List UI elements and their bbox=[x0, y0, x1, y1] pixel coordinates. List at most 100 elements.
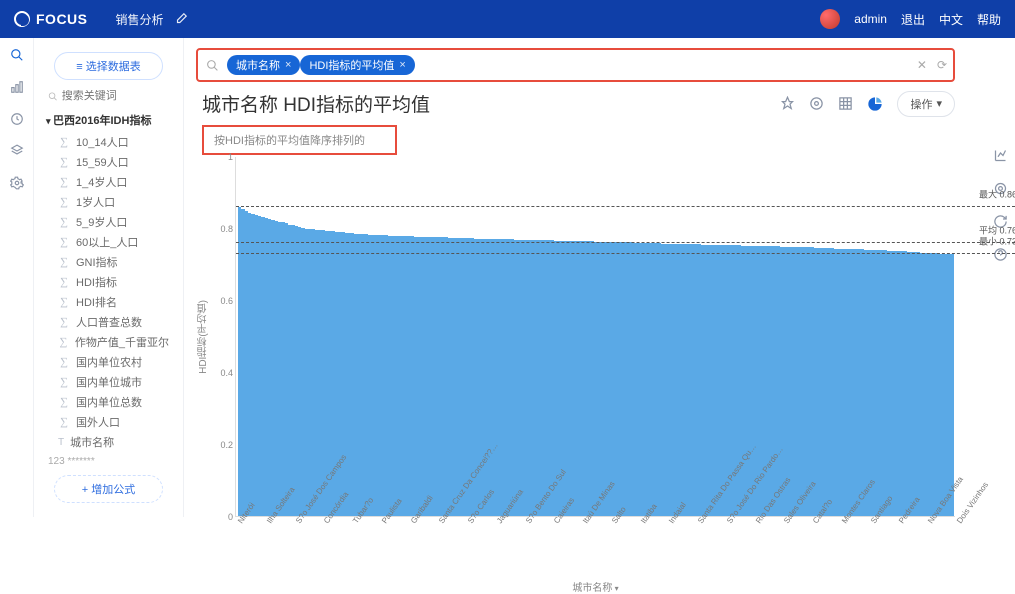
rail-layers-icon[interactable] bbox=[10, 144, 24, 158]
field-label: 15_59人口 bbox=[76, 154, 129, 170]
y-tick: 1 bbox=[228, 152, 233, 162]
sort-description: 按HDI指标的平均值降序排列的 bbox=[202, 125, 397, 155]
avatar[interactable] bbox=[820, 9, 840, 29]
numeric-field-icon: ∑ bbox=[58, 196, 70, 208]
query-clear-icon[interactable]: ✕ bbox=[917, 58, 927, 72]
field-label: 城市名称 bbox=[70, 434, 114, 450]
text-field-icon: T bbox=[58, 437, 64, 448]
numeric-field-icon: ∑ bbox=[58, 216, 70, 228]
field-label: 1岁人口 bbox=[76, 194, 115, 210]
x-tick-label: Dois Vizinhos bbox=[955, 480, 990, 525]
axis-tool-icon[interactable] bbox=[993, 148, 1008, 163]
lang-link[interactable]: 中文 bbox=[939, 11, 963, 28]
brand-text: FOCUS bbox=[36, 11, 88, 27]
brand-logo[interactable]: FOCUS bbox=[14, 11, 88, 27]
numeric-field-icon: ∑ bbox=[58, 296, 70, 308]
reference-line bbox=[236, 206, 1015, 207]
dataset-name[interactable]: 巴西2016年IDH指标 bbox=[38, 112, 179, 128]
rail-settings-icon[interactable] bbox=[10, 176, 24, 190]
field-item[interactable]: ∑ 国内单位总数 bbox=[44, 392, 173, 412]
query-chip[interactable]: HDI指标的平均值× bbox=[300, 55, 414, 75]
y-axis: 00.20.40.60.81 bbox=[213, 157, 235, 517]
field-item[interactable]: ∑ 国内单位城市 bbox=[44, 372, 173, 392]
field-item[interactable]: ∑60以上_人口 bbox=[44, 232, 173, 252]
numeric-field-icon: ∑ bbox=[58, 316, 70, 328]
field-label: HDI指标 bbox=[76, 274, 117, 290]
field-label: 1_4岁人口 bbox=[76, 174, 127, 190]
reference-line bbox=[236, 253, 1015, 254]
sidebar-search[interactable] bbox=[48, 90, 169, 102]
operate-button[interactable]: 操作 ▾ bbox=[897, 91, 955, 117]
numeric-field-icon: ∑ bbox=[58, 376, 70, 388]
field-label: 10_14人口 bbox=[76, 134, 129, 150]
field-label: 国内单位城市 bbox=[76, 374, 142, 390]
help-link[interactable]: 帮助 bbox=[977, 11, 1001, 28]
pin-icon[interactable] bbox=[780, 96, 795, 111]
field-item[interactable]: ∑ GNI指标 bbox=[44, 252, 173, 272]
select-dataset-button[interactable]: ≡ 选择数据表 bbox=[54, 52, 163, 80]
page-title: 销售分析 bbox=[116, 11, 164, 28]
field-label: 人口普查总数 bbox=[76, 314, 142, 330]
config-icon[interactable] bbox=[809, 96, 824, 111]
field-item[interactable]: T 城市名称 bbox=[44, 432, 173, 452]
field-item[interactable]: ∑ 1岁人口 bbox=[44, 192, 173, 212]
numeric-field-icon: ∑ bbox=[58, 356, 70, 368]
help-tool-icon[interactable] bbox=[993, 247, 1008, 262]
rail-chart-icon[interactable] bbox=[10, 80, 24, 94]
query-refresh-icon[interactable]: ⟳ bbox=[937, 58, 947, 72]
field-item[interactable]: ∑ 10_14人口 bbox=[44, 132, 173, 152]
query-search-icon bbox=[206, 59, 219, 72]
left-icon-rail bbox=[0, 38, 34, 517]
y-tick: 0.2 bbox=[220, 440, 233, 450]
logout-link[interactable]: 退出 bbox=[901, 11, 925, 28]
numeric-field-icon: ∑ bbox=[58, 396, 70, 408]
field-item[interactable]: ∑ 国内单位农村 bbox=[44, 352, 173, 372]
chip-remove-icon[interactable]: × bbox=[399, 59, 405, 71]
field-label: 国内单位总数 bbox=[76, 394, 142, 410]
chart-title-row: 城市名称 HDI指标的平均值 操作 ▾ bbox=[184, 86, 985, 119]
chart-title: 城市名称 HDI指标的平均值 bbox=[202, 90, 430, 117]
numeric-field-icon: ∑ bbox=[58, 136, 70, 148]
field-item[interactable]: ∑HDI指标 bbox=[44, 272, 173, 292]
username[interactable]: admin bbox=[854, 12, 887, 26]
field-tree: ∑10_14人口∑15_59人口∑1_4岁人口∑1岁人口∑5_9岁人口∑60以上… bbox=[38, 132, 179, 454]
pie-view-icon[interactable] bbox=[867, 96, 883, 112]
rail-search-icon[interactable] bbox=[10, 48, 24, 62]
numeric-field-icon: ∑ bbox=[58, 416, 70, 428]
header-right: admin 退出 中文 帮助 bbox=[820, 9, 1001, 29]
chart-plot: NiteróiIlha SolteiraS?o José Dos CamposC… bbox=[235, 157, 955, 517]
bar[interactable] bbox=[950, 254, 953, 516]
query-bar[interactable]: 城市名称×HDI指标的平均值× ✕ ⟳ bbox=[196, 48, 955, 82]
field-item[interactable]: ∑5_9岁人口 bbox=[44, 212, 173, 232]
sidebar-search-input[interactable] bbox=[62, 90, 169, 102]
y-tick: 0.4 bbox=[220, 368, 233, 378]
field-item[interactable]: ∑ 国外人口 bbox=[44, 412, 173, 432]
chip-remove-icon[interactable]: × bbox=[285, 59, 291, 71]
app-header: FOCUS 销售分析 admin 退出 中文 帮助 bbox=[0, 0, 1015, 38]
field-item[interactable]: ∑HDI排名 bbox=[44, 292, 173, 312]
table-view-icon[interactable] bbox=[838, 96, 853, 111]
field-item[interactable]: ∑作物产值_千雷亚尔 bbox=[44, 332, 173, 352]
numeric-field-icon: ∑ bbox=[58, 156, 70, 168]
y-tick: 0.6 bbox=[220, 296, 233, 306]
field-label: 国外人口 bbox=[76, 414, 120, 430]
rail-history-icon[interactable] bbox=[10, 112, 24, 126]
add-formula-button[interactable]: + 增加公式 bbox=[54, 475, 163, 503]
field-item[interactable]: ∑ 15_59人口 bbox=[44, 152, 173, 172]
x-axis-label: 城市名称 bbox=[572, 579, 618, 594]
y-tick: 0.8 bbox=[220, 224, 233, 234]
query-chip[interactable]: 城市名称× bbox=[227, 55, 300, 75]
field-label: 60以上_人口 bbox=[76, 234, 138, 250]
reference-label: 最小 0.73 bbox=[979, 234, 1015, 247]
field-item[interactable]: ∑ 人口普查总数 bbox=[44, 312, 173, 332]
logo-mark-icon bbox=[14, 11, 30, 27]
field-item[interactable]: ∑1_4岁人口 bbox=[44, 172, 173, 192]
edit-icon[interactable] bbox=[174, 12, 188, 26]
numeric-field-icon: ∑ bbox=[58, 256, 70, 268]
y-axis-label: HDI指标(平均值) bbox=[196, 300, 211, 374]
reference-line bbox=[236, 242, 1015, 243]
field-label: 国内单位农村 bbox=[76, 354, 142, 370]
chart-tools: 操作 ▾ bbox=[780, 91, 955, 117]
field-label: GNI指标 bbox=[76, 254, 118, 270]
field-label: 作物产值_千雷亚尔 bbox=[75, 334, 169, 350]
